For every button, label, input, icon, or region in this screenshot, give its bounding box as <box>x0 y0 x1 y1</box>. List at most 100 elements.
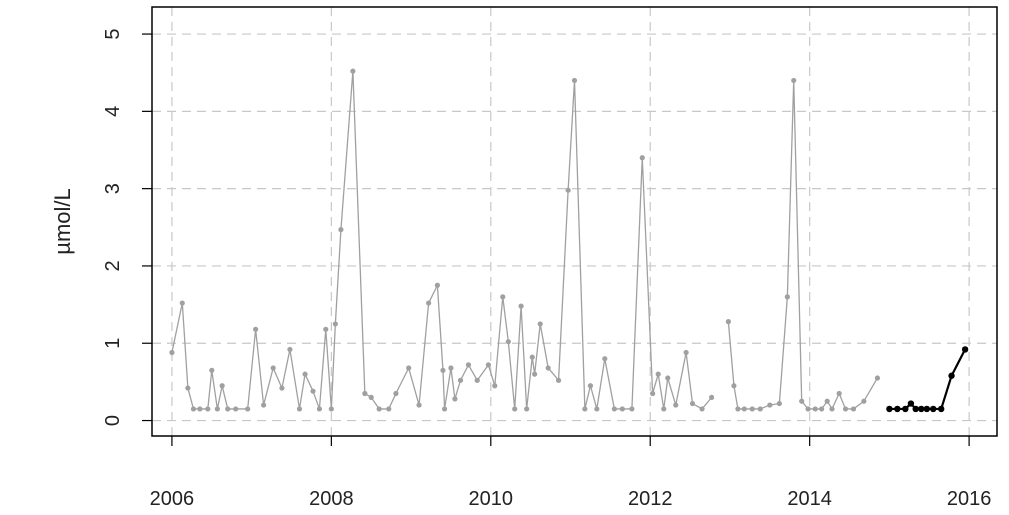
y-tick-label: 5 <box>102 28 124 39</box>
historical-point <box>836 390 842 397</box>
historical-line <box>171 70 713 410</box>
historical-point <box>426 300 432 306</box>
x-tick-label: 2010 <box>469 488 514 510</box>
historical-point <box>537 321 543 327</box>
recent-point <box>948 372 955 379</box>
historical-point <box>393 390 399 397</box>
y-tick-label: 2 <box>102 260 124 271</box>
historical-line <box>727 79 878 410</box>
historical-point <box>861 398 867 404</box>
y-axis: 0 1 2 3 4 5 <box>102 28 152 426</box>
historical-point <box>296 406 303 412</box>
historical-point <box>805 406 811 412</box>
historical-point <box>767 402 773 408</box>
historical-point <box>338 227 344 233</box>
historical-point <box>492 383 498 389</box>
historical-point <box>594 406 600 412</box>
recent-line <box>889 348 967 411</box>
x-tick-label: 2016 <box>947 488 992 510</box>
y-tick-label: 4 <box>102 106 124 117</box>
historical-point <box>565 187 571 193</box>
historical-point <box>824 398 830 404</box>
historical-point <box>673 402 679 408</box>
historical-point <box>532 371 538 377</box>
historical-point <box>776 400 782 407</box>
historical-point <box>725 319 731 325</box>
historical-point <box>485 362 492 368</box>
historical-point <box>205 406 211 412</box>
recent-point <box>918 405 925 413</box>
x-tick-label: 2008 <box>309 488 354 510</box>
historical-point <box>302 371 308 377</box>
historical-point <box>440 367 446 373</box>
historical-point <box>619 406 625 412</box>
historical-point <box>386 406 392 412</box>
historical-point <box>683 349 689 356</box>
historical-point <box>209 367 215 373</box>
historical-point <box>448 365 454 371</box>
historical-point <box>434 282 440 288</box>
historical-point <box>731 383 737 389</box>
recent-point <box>930 405 937 413</box>
x-tick-label: 2006 <box>150 488 195 510</box>
historical-point <box>219 383 225 389</box>
historical-point <box>819 406 825 412</box>
historical-point <box>441 406 448 412</box>
historical-point <box>602 356 608 362</box>
historical-point <box>665 375 671 381</box>
historical-point <box>874 375 881 381</box>
historical-point <box>270 365 276 371</box>
recent-point <box>961 346 969 353</box>
plot-frame <box>151 6 998 437</box>
y-tick-label: 3 <box>102 183 124 194</box>
historical-point <box>261 402 267 408</box>
historical-point <box>169 349 175 356</box>
recent-point <box>894 405 901 413</box>
historical-point <box>253 326 259 332</box>
historical-point <box>749 406 755 412</box>
historical-point <box>545 365 551 371</box>
historical-point <box>323 326 329 332</box>
historical-point <box>233 406 239 412</box>
historical-point <box>582 406 588 412</box>
historical-point <box>842 406 849 412</box>
historical-point <box>185 385 191 391</box>
historical-point <box>518 303 524 309</box>
historical-point <box>406 365 412 371</box>
historical-point <box>571 77 578 84</box>
recent-point <box>937 405 945 413</box>
recent-series <box>886 346 969 413</box>
historical-point <box>457 377 464 383</box>
historical-point <box>332 321 338 327</box>
historical-point <box>310 388 316 394</box>
recent-point <box>902 405 909 413</box>
historical-point <box>757 406 763 412</box>
historical-point <box>474 377 480 383</box>
historical-point <box>611 406 617 412</box>
historical-point <box>735 406 741 412</box>
historical-point <box>279 385 285 391</box>
historical-point <box>555 377 562 383</box>
historical-point <box>655 371 661 377</box>
historical-point <box>328 406 334 412</box>
y-tick-label: 1 <box>102 338 124 349</box>
historical-point <box>287 346 293 353</box>
historical-point <box>639 155 645 161</box>
historical-point <box>529 354 535 360</box>
historical-point <box>709 394 715 400</box>
y-axis-label: µmol/L <box>50 188 75 254</box>
historical-point <box>829 406 835 412</box>
historical-point <box>500 294 506 300</box>
historical-point <box>376 406 382 412</box>
historical-point <box>190 406 197 412</box>
historical-point <box>784 294 790 300</box>
recent-point <box>886 405 893 413</box>
historical-point <box>850 406 857 412</box>
historical-point <box>699 406 705 412</box>
historical-point <box>799 398 805 404</box>
historical-point <box>465 362 472 368</box>
historical-point <box>741 406 747 412</box>
recent-point <box>907 400 915 407</box>
recent-point <box>923 405 931 413</box>
